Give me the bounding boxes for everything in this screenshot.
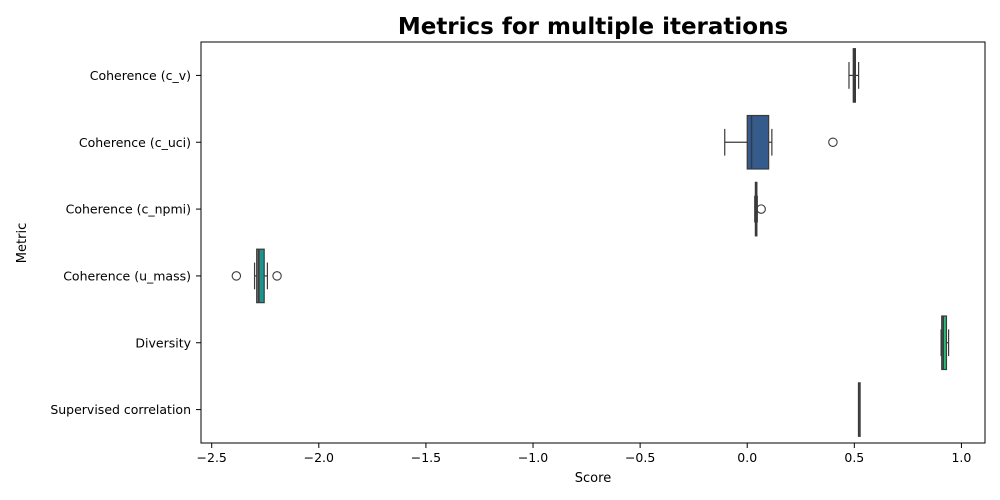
x-tick-label: 1.0 [951,450,971,465]
x-tick-label: −1.5 [411,450,441,465]
box-2 [724,114,838,170]
boxes-layer [231,48,950,437]
outlier-point [231,271,242,281]
x-tick-label: −2.5 [197,450,227,465]
chart-title: Metrics for multiple iterations [398,14,788,40]
box-4 [231,248,282,304]
y-tick-label: Coherence (c_v) [90,68,191,83]
outlier-point [828,137,838,148]
x-tick-label: 0.0 [737,450,757,465]
y-tick-label: Coherence (u_mass) [63,268,191,283]
x-tick-label: −1.0 [518,450,548,465]
x-axis-ticks: −2.5 −2.0 −1.5 −1.0 −0.5 0.0 0.5 1.0 [197,443,971,465]
box-6 [857,382,861,437]
box-3 [754,181,766,237]
y-axis-label: Metric [15,223,30,263]
box-iqr [746,114,770,170]
y-tick-label: Supervised correlation [50,402,191,417]
x-tick-label: −2.0 [304,450,334,465]
y-tick-label: Coherence (c_npmi) [66,202,191,217]
x-axis-label: Score [575,471,611,486]
box-5 [940,315,950,371]
box-1 [848,48,860,103]
x-tick-label: 0.5 [844,450,864,465]
box-iqr [256,248,265,304]
y-tick-label: Diversity [135,335,191,350]
x-tick-label: −0.5 [625,450,655,465]
plot-area-frame [200,41,986,444]
y-tick-label: Coherence (c_uci) [79,135,191,150]
box-iqr [941,315,948,371]
outlier-point [272,271,282,281]
outlier-point [756,204,766,214]
y-axis-ticks: Coherence (c_v) Coherence (c_uci) Coherenc… [50,68,201,417]
